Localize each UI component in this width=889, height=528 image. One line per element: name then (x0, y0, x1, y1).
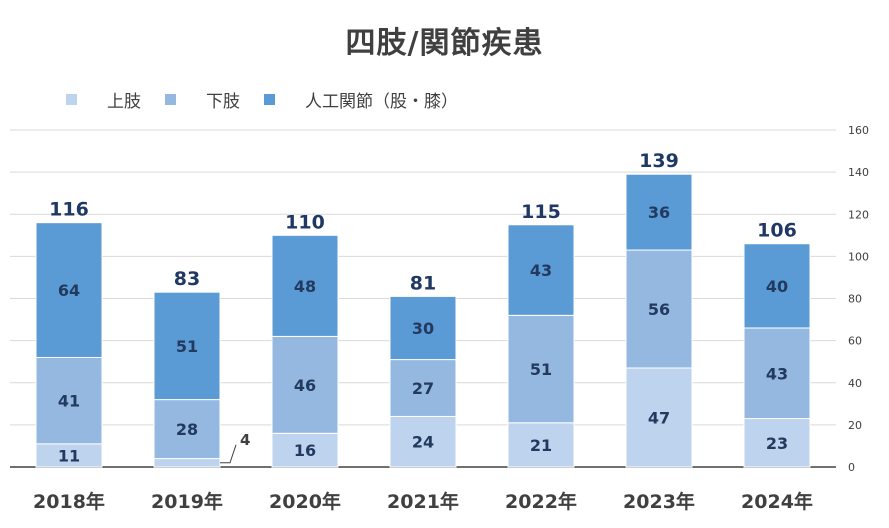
bar-segment (743, 418, 811, 468)
bar-segment (625, 249, 693, 369)
legend-item: 上肢 (66, 87, 141, 112)
x-tick-label: 2022年 (505, 490, 577, 513)
bar-segment (271, 432, 339, 468)
total-label: 139 (639, 150, 679, 172)
legend: 上肢 下肢 人工関節（股・膝） (66, 87, 482, 112)
bar-segment (153, 291, 221, 401)
legend-item: 人工関節（股・膝） (264, 87, 458, 112)
data-label: 51 (530, 360, 552, 379)
bar-segment (743, 327, 811, 420)
total-label: 115 (521, 201, 561, 223)
bar-segment (271, 234, 339, 337)
data-label: 30 (412, 319, 434, 338)
data-label: 23 (766, 434, 788, 453)
total-label: 81 (410, 272, 436, 294)
x-tick-label: 2023年 (623, 490, 695, 513)
total-label: 83 (174, 268, 200, 290)
data-label: 27 (412, 379, 434, 398)
data-label: 36 (648, 203, 670, 222)
data-label: 56 (648, 300, 670, 319)
data-label: 43 (766, 364, 788, 383)
data-label: 21 (530, 436, 552, 455)
legend-swatch (66, 93, 77, 105)
y-tick-label: 100 (848, 250, 869, 263)
y-tick-label: 20 (848, 419, 862, 432)
y-tick-label: 40 (848, 377, 862, 390)
total-label: 106 (757, 220, 797, 242)
bar-segment (35, 222, 103, 358)
bar-segment (507, 314, 575, 424)
chart-title: 四肢/関節疾患 (345, 26, 544, 61)
legend-label: 下肢 (206, 91, 240, 112)
data-label: 4 (240, 431, 250, 449)
data-label: 43 (530, 261, 552, 280)
data-label: 40 (766, 277, 788, 296)
data-label: 16 (294, 441, 316, 460)
leader-line (220, 444, 237, 464)
data-label: 24 (412, 433, 434, 452)
x-tick-label: 2020年 (269, 490, 341, 513)
bar-segment (389, 295, 457, 361)
y-tick-label: 140 (848, 166, 869, 179)
x-tick-label: 2018年 (33, 490, 105, 513)
total-label: 110 (285, 211, 325, 233)
bar-segment (507, 224, 575, 316)
data-label: 46 (294, 376, 316, 395)
x-tick-label: 2021年 (387, 490, 459, 513)
bar-segment (389, 415, 457, 468)
bar-segment (35, 356, 103, 445)
data-label: 64 (58, 281, 80, 300)
bar-segment (153, 458, 221, 468)
data-label: 11 (58, 446, 80, 465)
y-tick-label: 60 (848, 335, 862, 348)
data-label: 47 (648, 409, 670, 428)
y-tick-label: 0 (848, 461, 855, 474)
legend-item: 下肢 (165, 87, 240, 112)
legend-label: 上肢 (107, 91, 141, 112)
bar-segment (625, 173, 693, 251)
bar-segment (271, 335, 339, 434)
legend-label: 人工関節（股・膝） (305, 91, 458, 112)
y-tick-label: 160 (848, 124, 869, 137)
bar-segment (625, 367, 693, 468)
x-tick-label: 2024年 (741, 490, 813, 513)
data-label: 28 (176, 420, 198, 439)
data-label: 41 (58, 392, 80, 411)
x-tick-label: 2019年 (151, 490, 223, 513)
data-label: 48 (294, 277, 316, 296)
bar-segment (743, 243, 811, 329)
legend-swatch (264, 93, 275, 105)
y-tick-label: 80 (848, 293, 862, 306)
legend-swatch (165, 93, 176, 105)
data-label: 51 (176, 337, 198, 356)
bar-segment (389, 359, 457, 417)
y-tick-label: 120 (848, 208, 869, 221)
total-label: 116 (49, 199, 89, 221)
